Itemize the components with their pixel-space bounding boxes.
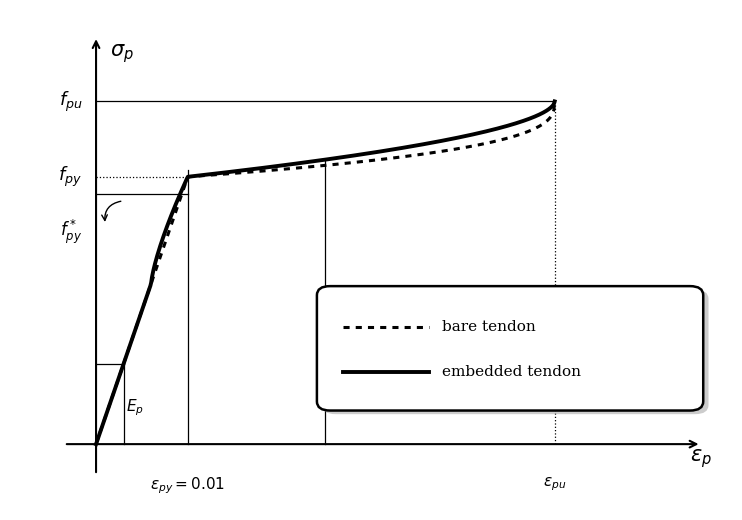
FancyBboxPatch shape	[322, 290, 709, 414]
Text: $\varepsilon_{py} = 0.01$: $\varepsilon_{py} = 0.01$	[151, 475, 226, 496]
Text: $\varepsilon_{pu}$: $\varepsilon_{pu}$	[543, 475, 566, 492]
Text: $f_{py}$: $f_{py}$	[59, 165, 82, 189]
Text: embedded tendon: embedded tendon	[442, 365, 582, 379]
Text: bare tendon: bare tendon	[442, 320, 536, 334]
Text: $f^*_{py}$: $f^*_{py}$	[60, 217, 82, 246]
Text: $\varepsilon_p$: $\varepsilon_p$	[691, 447, 712, 470]
Text: $f_{pu}$: $f_{pu}$	[59, 89, 82, 113]
Text: $\sigma_p$: $\sigma_p$	[110, 42, 134, 65]
FancyBboxPatch shape	[317, 286, 703, 411]
Text: $E_p$: $E_p$	[126, 398, 144, 418]
